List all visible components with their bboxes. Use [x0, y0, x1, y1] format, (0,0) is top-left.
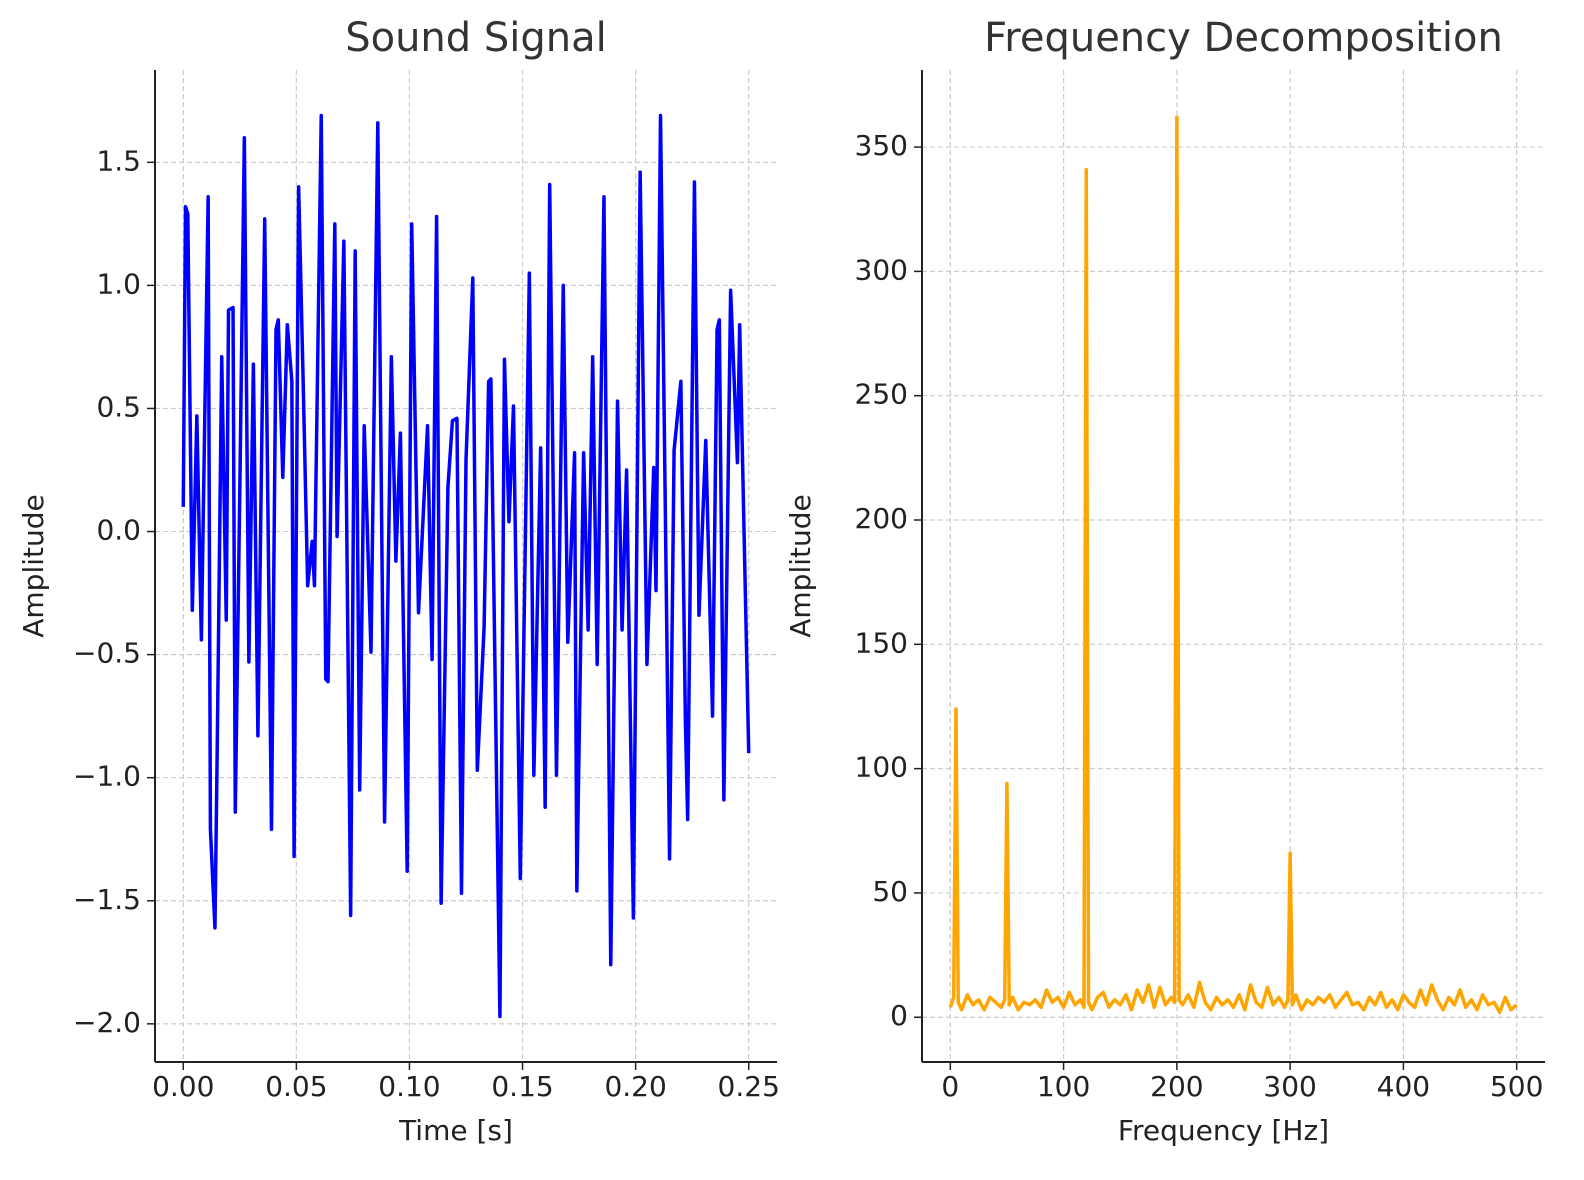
- y-tick-label: 150: [855, 626, 908, 659]
- x-tick-label: 0.10: [378, 1070, 440, 1103]
- x-tick-label: 0.25: [718, 1070, 780, 1103]
- y-tick-label: 1.5: [96, 144, 141, 177]
- x-tick-label: 400: [1377, 1070, 1430, 1103]
- y-tick-label: 200: [855, 502, 908, 535]
- chart-title: Frequency Decomposition: [984, 15, 1503, 61]
- x-axis-label: Time [s]: [398, 1114, 513, 1147]
- y-axis-label: Amplitude: [17, 494, 50, 638]
- y-tick-label: 50: [872, 875, 908, 908]
- y-tick-label: 350: [855, 129, 908, 162]
- y-tick-label: 0.0: [96, 514, 141, 547]
- x-tick-label: 100: [1037, 1070, 1090, 1103]
- y-tick-label: −1.0: [73, 760, 141, 793]
- data-line: [948, 115, 1518, 1015]
- x-tick-label: 0: [941, 1070, 959, 1103]
- x-axis-label: Frequency [Hz]: [1118, 1114, 1329, 1147]
- x-tick-label: 0.15: [491, 1070, 553, 1103]
- y-tick-label: 250: [855, 378, 908, 411]
- y-tick-label: −2.0: [73, 1006, 141, 1039]
- y-tick-label: 0.5: [96, 390, 141, 423]
- y-tick-label: 1.0: [96, 267, 141, 300]
- y-axis-label: Amplitude: [784, 494, 817, 638]
- y-tick-label: −1.5: [73, 883, 141, 916]
- x-tick-label: 500: [1490, 1070, 1543, 1103]
- x-tick-label: 200: [1150, 1070, 1203, 1103]
- data-line: [181, 113, 751, 1019]
- y-tick-label: 100: [855, 751, 908, 784]
- y-tick-label: 300: [855, 253, 908, 286]
- y-tick-label: −0.5: [73, 637, 141, 670]
- y-tick-label: 0: [890, 999, 908, 1032]
- chart-title: Sound Signal: [345, 15, 607, 61]
- x-tick-label: 0.05: [265, 1070, 327, 1103]
- x-tick-label: 300: [1263, 1070, 1316, 1103]
- x-tick-label: 0.00: [152, 1070, 214, 1103]
- x-tick-label: 0.20: [604, 1070, 666, 1103]
